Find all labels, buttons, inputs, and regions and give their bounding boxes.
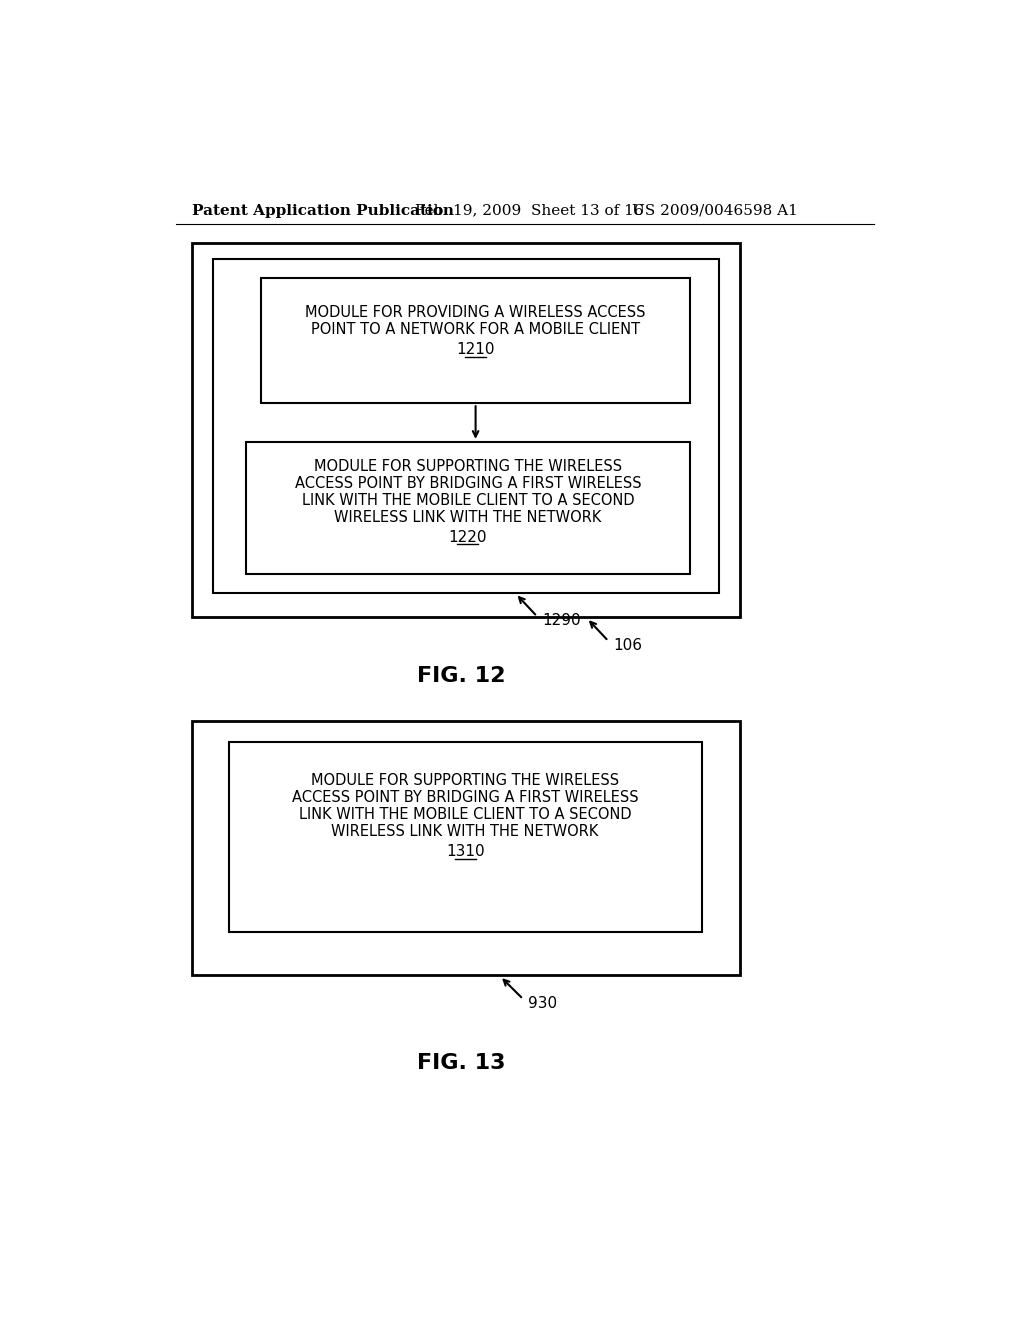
- Text: 1210: 1210: [457, 342, 495, 356]
- Text: Patent Application Publication: Patent Application Publication: [191, 203, 454, 218]
- Bar: [261, 277, 690, 404]
- Text: 1220: 1220: [449, 529, 487, 545]
- Text: FIG. 12: FIG. 12: [417, 665, 506, 686]
- Bar: [228, 742, 701, 932]
- Bar: [213, 259, 719, 594]
- Text: FIG. 13: FIG. 13: [417, 1053, 506, 1073]
- Text: MODULE FOR SUPPORTING THE WIRELESS: MODULE FOR SUPPORTING THE WIRELESS: [313, 459, 622, 474]
- Text: POINT TO A NETWORK FOR A MOBILE CLIENT: POINT TO A NETWORK FOR A MOBILE CLIENT: [311, 322, 640, 337]
- Text: MODULE FOR PROVIDING A WIRELESS ACCESS: MODULE FOR PROVIDING A WIRELESS ACCESS: [305, 305, 646, 319]
- Text: 1310: 1310: [445, 843, 484, 859]
- Text: 106: 106: [613, 638, 642, 652]
- Text: WIRELESS LINK WITH THE NETWORK: WIRELESS LINK WITH THE NETWORK: [332, 824, 599, 840]
- Bar: [246, 442, 690, 574]
- Text: LINK WITH THE MOBILE CLIENT TO A SECOND: LINK WITH THE MOBILE CLIENT TO A SECOND: [301, 492, 634, 508]
- Text: MODULE FOR SUPPORTING THE WIRELESS: MODULE FOR SUPPORTING THE WIRELESS: [311, 774, 620, 788]
- Text: 1290: 1290: [542, 612, 581, 628]
- Text: Feb. 19, 2009  Sheet 13 of 16: Feb. 19, 2009 Sheet 13 of 16: [415, 203, 643, 218]
- Text: 930: 930: [528, 995, 557, 1011]
- Text: ACCESS POINT BY BRIDGING A FIRST WIRELESS: ACCESS POINT BY BRIDGING A FIRST WIRELES…: [295, 475, 641, 491]
- Bar: [191, 243, 740, 616]
- Text: LINK WITH THE MOBILE CLIENT TO A SECOND: LINK WITH THE MOBILE CLIENT TO A SECOND: [299, 807, 632, 822]
- Text: ACCESS POINT BY BRIDGING A FIRST WIRELESS: ACCESS POINT BY BRIDGING A FIRST WIRELES…: [292, 789, 638, 805]
- Bar: [191, 721, 740, 974]
- Text: US 2009/0046598 A1: US 2009/0046598 A1: [632, 203, 798, 218]
- Text: WIRELESS LINK WITH THE NETWORK: WIRELESS LINK WITH THE NETWORK: [334, 510, 601, 525]
